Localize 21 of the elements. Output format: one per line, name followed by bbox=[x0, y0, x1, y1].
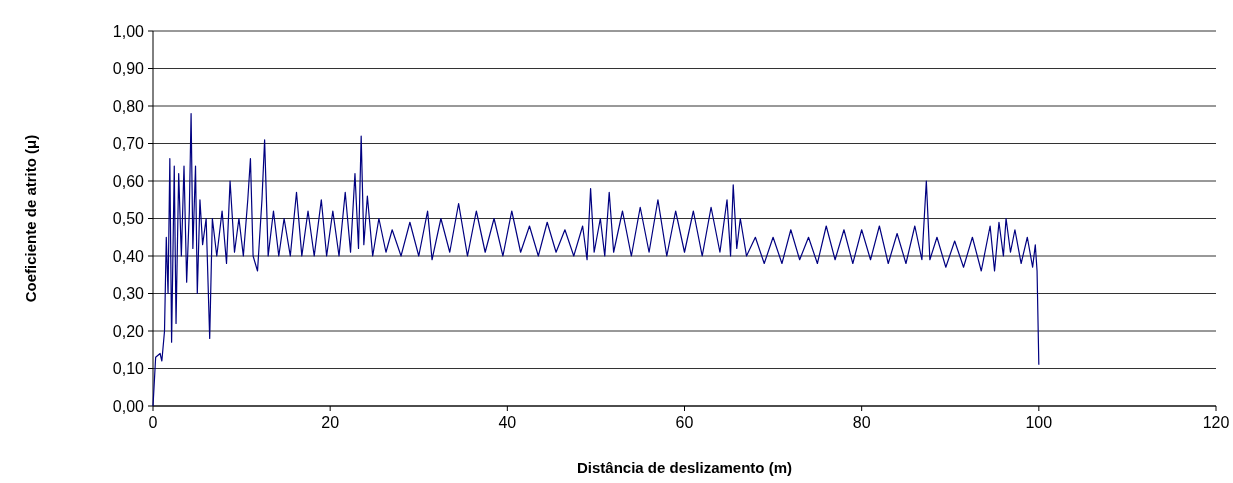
y-tick-label: 0,10 bbox=[112, 360, 145, 378]
y-tick-label: 1,00 bbox=[112, 22, 145, 40]
x-tick-label: 60 bbox=[675, 414, 694, 431]
y-tick-label: 0,80 bbox=[112, 97, 145, 115]
y-tick-label: 0,00 bbox=[112, 397, 145, 415]
x-axis-title: Distância de deslizamento (m) bbox=[576, 459, 793, 476]
y-tick-label: 0,60 bbox=[112, 172, 145, 190]
y-tick-label: 0,20 bbox=[112, 322, 145, 340]
y-tick-label: 0,70 bbox=[112, 135, 145, 153]
y-tick-label: 0,50 bbox=[112, 210, 145, 228]
x-tick-label: 40 bbox=[498, 414, 517, 431]
x-tick-label: 100 bbox=[1025, 414, 1053, 431]
y-tick-label: 0,30 bbox=[112, 285, 145, 303]
x-tick-label: 0 bbox=[148, 414, 158, 431]
y-axis-title: Coeficiente de atrito (μ) bbox=[22, 134, 39, 303]
x-tick-label: 120 bbox=[1202, 414, 1230, 431]
line-series bbox=[152, 112, 1040, 407]
y-tick-label: 0,40 bbox=[112, 247, 145, 265]
x-tick-label: 20 bbox=[321, 414, 340, 431]
x-tick-label: 80 bbox=[852, 414, 871, 431]
y-tick-label: 0,90 bbox=[112, 60, 145, 78]
